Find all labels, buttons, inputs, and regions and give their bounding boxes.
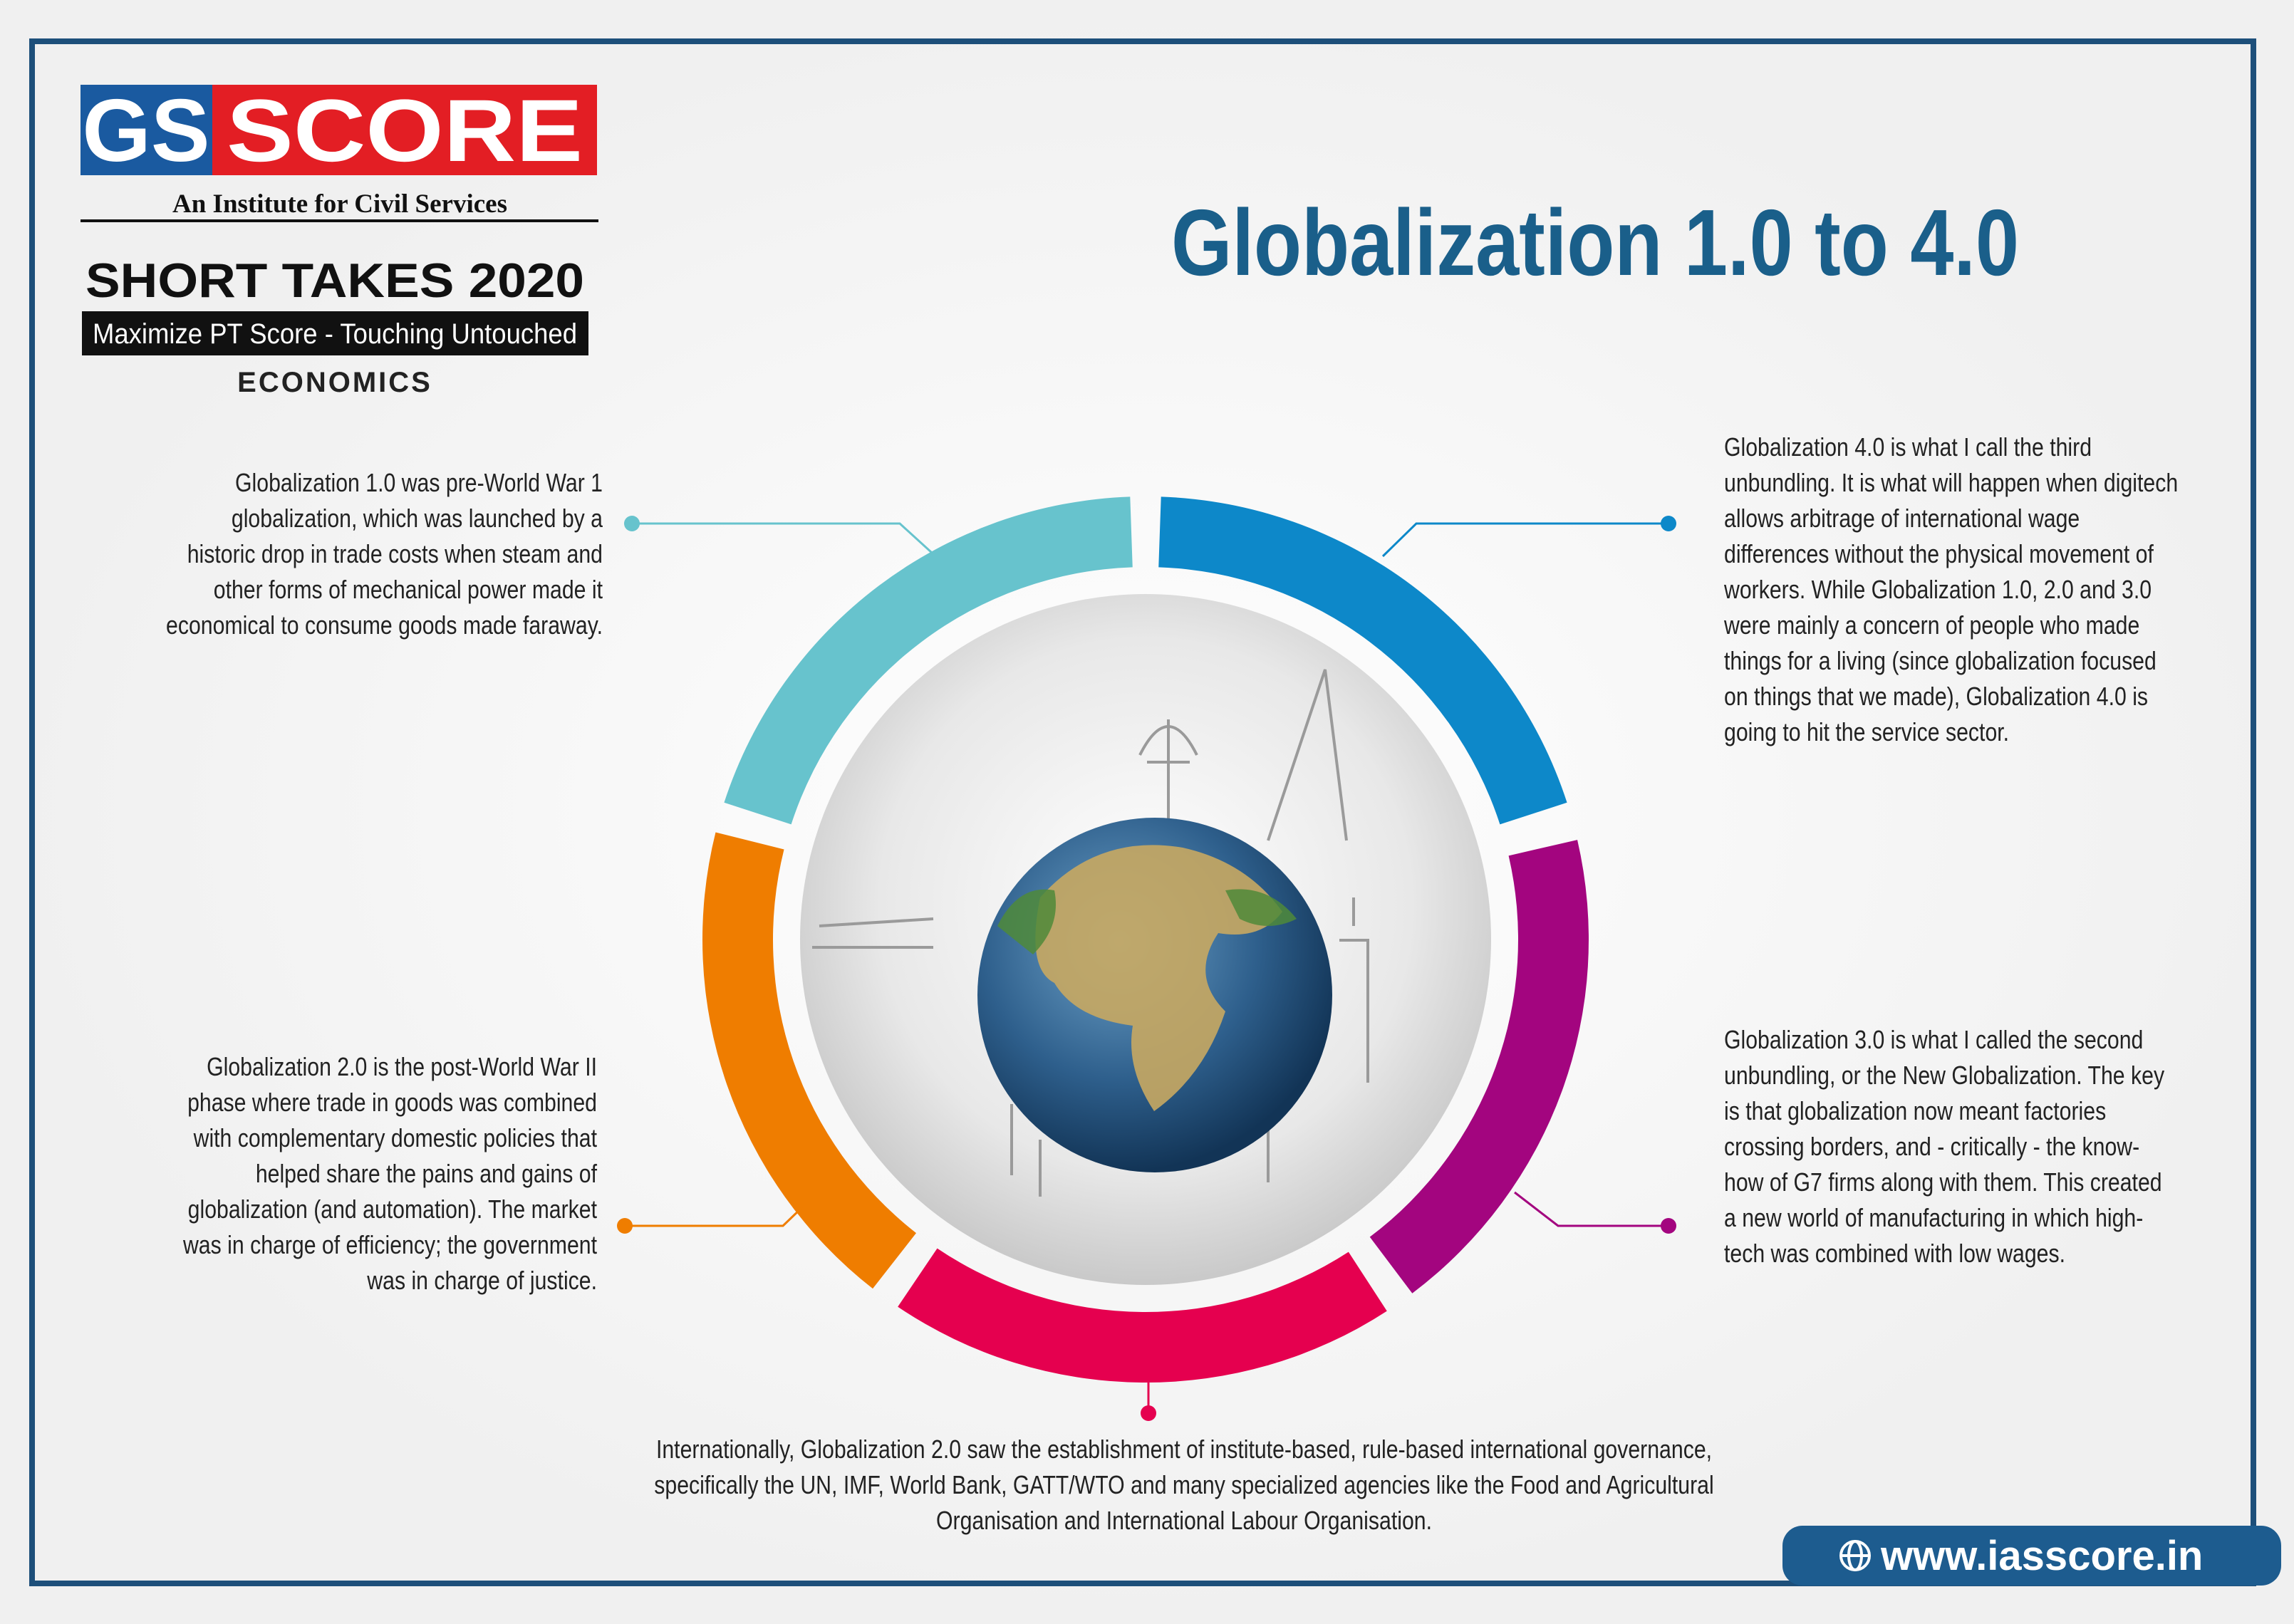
connector-dot — [1661, 1218, 1676, 1234]
globalization-2-text: Globalization 2.0 is the post-World War … — [182, 1052, 598, 1295]
connector-line — [632, 522, 933, 554]
ring-segment — [898, 1248, 1387, 1383]
logo-gs-box — [81, 85, 212, 175]
connectors — [617, 516, 1676, 1421]
logo-score: SCORE — [227, 82, 583, 180]
globe-illustration — [812, 669, 1369, 1197]
tagline: An Institute for Civil Services — [172, 189, 507, 219]
connector-line — [1381, 522, 1668, 558]
frame — [29, 38, 2256, 1586]
ring — [702, 496, 1589, 1383]
footer-box — [1782, 1526, 2281, 1586]
logo-gs: GS — [82, 82, 209, 180]
globalization-3-text: Globalization 3.0 is what I called the s… — [1724, 1025, 2165, 1268]
footer-url: www.iasscore.in — [1880, 1533, 2203, 1579]
connector-dot — [617, 1218, 633, 1234]
ring-segment — [702, 832, 917, 1289]
sketch-building — [1339, 897, 1369, 1083]
logo-score-box — [212, 85, 597, 175]
connector-line — [625, 1206, 804, 1227]
main-title: Globalization 1.0 to 4.0 — [1171, 190, 2019, 295]
ring-segment — [1369, 840, 1589, 1294]
connector-dot — [1661, 516, 1676, 531]
footer-globe-icon — [1839, 1540, 1871, 1571]
globe-land-green — [997, 889, 1297, 954]
ring-segment — [724, 496, 1133, 825]
series-title: SHORT TAKES 2020 — [85, 254, 584, 308]
globe-land — [1035, 845, 1282, 1111]
connector-dot — [1141, 1405, 1156, 1421]
connector-dot — [624, 516, 640, 531]
sketch-spire — [1267, 669, 1348, 841]
subject: ECONOMICS — [237, 367, 432, 398]
globalization-4-text: Globalization 4.0 is what I call the thi… — [1724, 432, 2179, 746]
connector-line — [1514, 1191, 1668, 1227]
globalization-2-international-text: Internationally, Globalization 2.0 saw t… — [654, 1435, 1714, 1535]
sketch-tower — [1138, 719, 1198, 819]
ring-segment — [1158, 496, 1567, 825]
subtitle-box — [82, 311, 588, 355]
sketch-ship — [812, 917, 934, 949]
globalization-1-text: Globalization 1.0 was pre-World War 1 gl… — [166, 468, 603, 640]
subtitle: Maximize PT Score - Touching Untouched — [93, 318, 577, 350]
